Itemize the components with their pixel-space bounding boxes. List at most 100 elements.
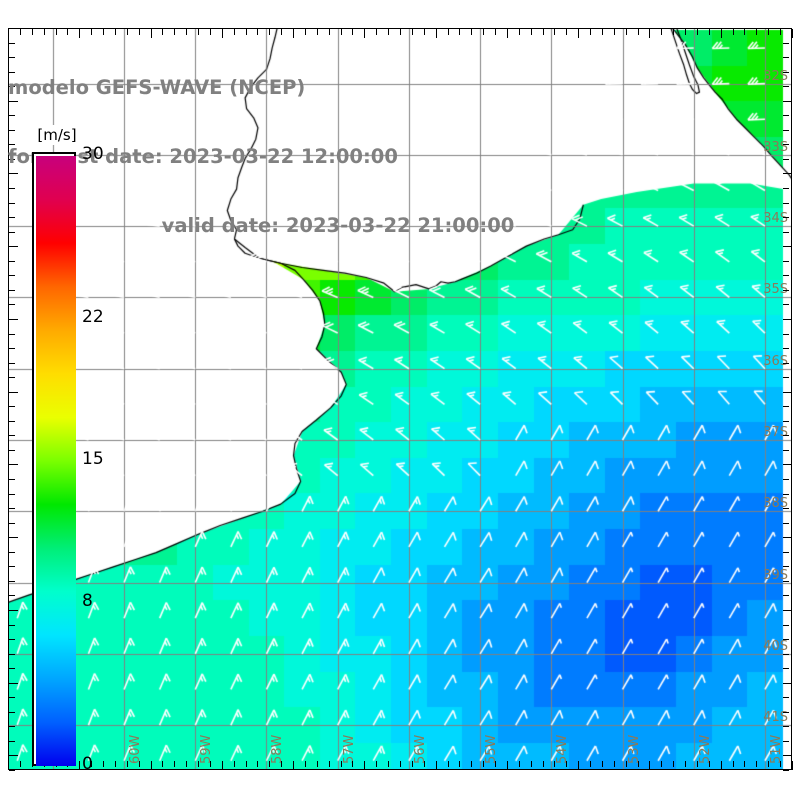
axis-tick <box>566 761 567 767</box>
axis-tick <box>9 523 15 524</box>
axis-tick <box>783 523 789 524</box>
axis-tick <box>9 712 15 713</box>
axis-tick <box>9 479 15 480</box>
axis-tick <box>246 761 247 767</box>
axis-tick <box>602 761 603 767</box>
axis-tick <box>783 668 789 669</box>
axis-tick <box>162 761 163 767</box>
axis-tick <box>424 761 425 767</box>
axis-tick <box>783 450 789 451</box>
axis-tick <box>9 159 15 160</box>
axis-tick <box>459 29 460 35</box>
axis-tick <box>9 144 15 145</box>
axis-tick <box>783 494 789 495</box>
axis-tick <box>9 290 15 291</box>
axis-tick <box>9 232 15 233</box>
axis-tick <box>783 86 789 87</box>
axis-tick <box>783 392 792 393</box>
axis-tick <box>9 450 15 451</box>
right-axis-ticks <box>782 28 792 771</box>
axis-tick <box>783 261 789 262</box>
axis-tick <box>783 435 789 436</box>
axis-tick <box>792 761 793 770</box>
axis-tick <box>768 761 769 767</box>
axis-tick <box>412 761 413 767</box>
axis-tick <box>151 29 152 38</box>
axis-tick <box>495 761 496 767</box>
colorbar-tick-8: 8 <box>82 591 93 612</box>
axis-tick <box>783 654 789 655</box>
axis-tick <box>246 29 247 35</box>
axis-tick <box>352 29 353 35</box>
axis-tick <box>783 406 789 407</box>
axis-tick <box>9 595 15 596</box>
axis-tick <box>9 304 15 305</box>
axis-tick <box>783 72 789 73</box>
axis-tick <box>317 29 318 35</box>
axis-tick <box>293 761 294 770</box>
axis-tick <box>661 29 662 35</box>
axis-tick <box>783 188 789 189</box>
axis-tick <box>673 761 674 767</box>
axis-tick <box>9 770 15 771</box>
axis-tick <box>783 348 789 349</box>
lat-label-40S: 40S <box>763 638 788 654</box>
axis-tick <box>614 761 615 767</box>
axis-tick <box>400 761 401 767</box>
axis-tick <box>139 761 140 767</box>
wind-barb-layer <box>8 28 792 770</box>
axis-tick <box>8 761 9 770</box>
axis-tick <box>721 29 722 38</box>
axis-tick <box>519 761 520 767</box>
axis-tick <box>9 464 18 465</box>
axis-tick <box>697 761 698 767</box>
axis-tick <box>554 761 555 767</box>
axis-tick <box>139 29 140 35</box>
axis-tick <box>103 29 104 35</box>
axis-tick <box>590 761 591 767</box>
colorbar-tick-0: 0 <box>82 754 93 774</box>
axis-tick <box>649 761 650 770</box>
axis-tick <box>471 29 472 35</box>
axis-tick <box>9 610 18 611</box>
map-plot-area[interactable]: 32S33S34S35S36S37S38S39S40S41S61W60W59W5… <box>8 28 792 770</box>
axis-tick <box>9 246 18 247</box>
axis-tick <box>293 29 294 38</box>
axis-tick <box>234 29 235 35</box>
axis-tick <box>9 726 15 727</box>
axis-tick <box>436 761 437 770</box>
axis-tick <box>8 29 9 38</box>
colorbar-gradient <box>36 156 76 766</box>
axis-tick <box>9 86 15 87</box>
axis-tick <box>783 741 789 742</box>
axis-tick <box>783 363 789 364</box>
axis-tick <box>638 29 639 35</box>
axis-tick <box>9 392 18 393</box>
colorbar-tick-15: 15 <box>82 449 104 469</box>
axis-tick <box>783 115 789 116</box>
axis-tick <box>709 761 710 767</box>
axis-tick <box>709 29 710 35</box>
axis-tick <box>103 761 104 767</box>
axis-tick <box>721 761 722 770</box>
axis-tick <box>685 29 686 35</box>
axis-tick <box>783 581 789 582</box>
axis-tick <box>783 595 789 596</box>
axis-tick <box>317 761 318 767</box>
axis-tick <box>9 494 15 495</box>
axis-tick <box>783 43 789 44</box>
axis-tick <box>783 683 792 684</box>
axis-tick <box>783 28 792 29</box>
axis-tick <box>756 761 757 767</box>
axis-tick <box>9 406 15 407</box>
axis-tick <box>783 464 792 465</box>
axis-tick <box>32 29 33 35</box>
axis-tick <box>531 761 532 767</box>
axis-tick <box>67 29 68 35</box>
axis-tick <box>9 435 15 436</box>
axis-tick <box>222 29 223 38</box>
axis-tick <box>341 29 342 35</box>
axis-tick <box>554 29 555 35</box>
axis-tick <box>257 29 258 35</box>
axis-tick <box>578 761 579 770</box>
